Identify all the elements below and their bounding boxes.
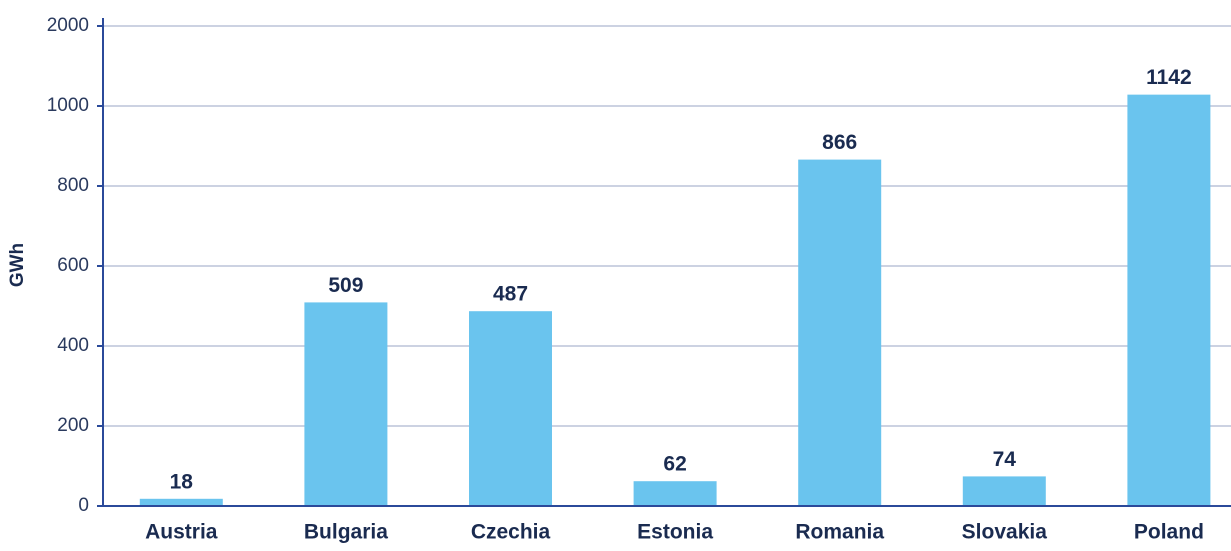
value-label: 1142: [1146, 66, 1192, 89]
bar: [798, 159, 882, 506]
y-axis-label: GWh: [7, 243, 28, 287]
bar: [1127, 94, 1211, 506]
y-tick-label: 600: [57, 255, 89, 276]
y-tick-label: 800: [57, 175, 89, 196]
value-label: 509: [328, 274, 363, 297]
bar: [139, 498, 223, 506]
y-tick-label: 400: [57, 335, 89, 356]
bar: [304, 302, 388, 506]
y-tick-label: 0: [78, 495, 89, 516]
y-tick-label: 2000: [47, 15, 89, 36]
value-label: 18: [170, 470, 194, 493]
x-tick-label: Slovakia: [962, 521, 1048, 544]
x-tick-label: Austria: [145, 521, 218, 544]
bar: [962, 476, 1046, 506]
x-tick-label: Bulgaria: [304, 521, 388, 544]
value-label: 62: [663, 453, 686, 476]
value-label: 866: [822, 131, 857, 154]
y-tick-label: 200: [57, 415, 89, 436]
x-tick-label: Czechia: [471, 521, 551, 544]
value-label: 74: [993, 448, 1017, 471]
x-tick-label: Romania: [795, 521, 884, 544]
value-label: 487: [493, 283, 528, 306]
y-tick-label: 1000: [47, 95, 89, 116]
bar: [633, 481, 717, 506]
x-tick-label: Estonia: [637, 521, 713, 544]
bar: [469, 311, 552, 506]
x-tick-label: Poland: [1134, 521, 1204, 544]
